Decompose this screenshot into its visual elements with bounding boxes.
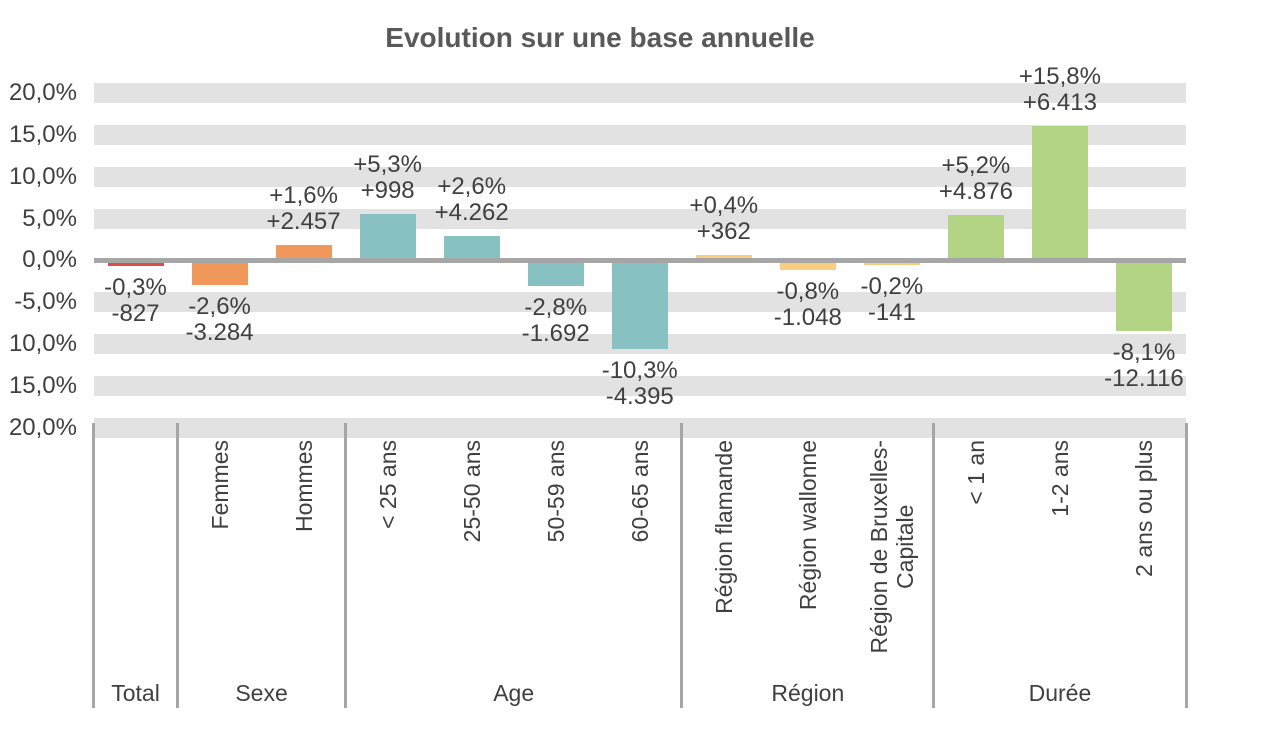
- y-axis-tick-label: 10,0%: [8, 329, 77, 357]
- group-label: Age: [493, 680, 535, 706]
- bar-value-label: -3.284: [185, 318, 254, 346]
- category-label: < 25 ans: [374, 440, 401, 529]
- bar-percent-label: +5,2%: [941, 151, 1011, 179]
- gridline-band: [93, 166, 1186, 187]
- category-label: Région wallonne: [794, 440, 821, 611]
- y-axis-tick-label: 10,0%: [8, 162, 77, 190]
- zero-axis-line: [93, 258, 1186, 263]
- bar-data-label: -8,1% -12.116: [1044, 338, 1244, 392]
- bar-data-label: +5,3% +998: [288, 150, 488, 204]
- bar: [107, 263, 164, 266]
- group-label: Durée: [1028, 680, 1092, 706]
- bar-data-label: +5,2% +4.876: [876, 151, 1076, 205]
- bar-data-label: -0,8% -1.048: [708, 277, 908, 331]
- category-label: Région de Bruxelles- Capitale: [865, 440, 918, 654]
- bar-value-label: +4.262: [434, 199, 509, 227]
- bar-value-label: +4.876: [938, 177, 1013, 205]
- bar-value-label: +6.413: [1022, 88, 1097, 116]
- group-separator-line: [1184, 423, 1188, 708]
- y-axis-tick-label: 20,0%: [8, 413, 77, 441]
- gridline-band: [93, 124, 1186, 145]
- bar-data-label: -2,6% -3.284: [120, 292, 320, 346]
- group-label: Total: [111, 680, 160, 706]
- group-separator-line: [344, 423, 348, 708]
- category-label: < 1 an: [962, 440, 989, 505]
- bar-data-label: -10,3% -4.395: [540, 358, 740, 410]
- bar-data-label: -0,2% -141: [792, 272, 992, 326]
- bar: [611, 263, 668, 350]
- category-label: 60-65 ans: [626, 440, 653, 543]
- category-label: Femmes: [206, 440, 233, 530]
- bar: [1031, 125, 1088, 258]
- bar: [695, 254, 752, 258]
- gridline-band: [93, 83, 1186, 104]
- bar-value-label: +362: [696, 217, 751, 245]
- bar-value-label: +2.457: [266, 207, 341, 235]
- bar-data-label: +0,4% +362: [624, 191, 824, 245]
- bar-percent-label: -0,8%: [776, 277, 840, 305]
- bar-percent-label: -2,6%: [188, 292, 251, 320]
- group-separator-line: [92, 423, 95, 708]
- bar-value-label: -827: [111, 299, 160, 327]
- y-axis-tick-label: 5,0%: [22, 204, 77, 232]
- bar-percent-label: +5,3%: [353, 150, 422, 178]
- bar-percent-label: +2,6%: [437, 173, 507, 201]
- bar-value-label: -141: [867, 298, 916, 326]
- y-axis-tick-label: 15,0%: [8, 120, 77, 148]
- bar-percent-label: -2,8%: [524, 294, 588, 322]
- category-label: Région flamande: [710, 440, 737, 614]
- bar-value-label: -1.692: [521, 320, 590, 348]
- bar: [1115, 263, 1172, 331]
- bar-data-label: +2,6% +4.262: [372, 174, 572, 226]
- bar-value-label: -12.116: [1104, 364, 1184, 392]
- bar: [191, 263, 248, 285]
- group-label: Sexe: [235, 680, 288, 706]
- bar-percent-label: -0,3%: [104, 273, 167, 301]
- bar: [527, 263, 584, 287]
- group-separator-line: [176, 423, 180, 708]
- bar-percent-label: +1,6%: [269, 181, 338, 209]
- bar-percent-label: -0,2%: [860, 272, 924, 300]
- bar-value-label: +998: [360, 176, 415, 204]
- category-label: 1-2 ans: [1046, 440, 1073, 517]
- y-axis-tick-label: 20,0%: [8, 79, 77, 107]
- bar-data-label: -0,3% -827: [36, 273, 236, 327]
- bar-data-label: +1,6% +2.457: [204, 181, 404, 235]
- bar-percent-label: +0,4%: [689, 191, 759, 219]
- bar: [947, 214, 1004, 258]
- bar-value-label: -1.048: [773, 303, 842, 331]
- gridline-band: [93, 375, 1186, 396]
- bar: [863, 263, 920, 265]
- bar: [779, 263, 836, 270]
- bar-percent-label: -10,3%: [601, 357, 678, 385]
- bar-percent-label: -8,1%: [1112, 338, 1176, 366]
- bar: [275, 244, 332, 258]
- bar-data-label: -2,8% -1.692: [456, 295, 656, 347]
- group-separator-line: [932, 423, 936, 708]
- category-label: Hommes: [290, 440, 317, 533]
- bar-percent-label: +15,8%: [1018, 62, 1101, 90]
- group-separator-line: [680, 423, 684, 708]
- chart-title: Evolution sur une base annuelle: [385, 22, 815, 53]
- y-axis-tick-label: -5,0%: [14, 288, 77, 316]
- bar: [443, 236, 500, 258]
- bar-value-label: -4.395: [605, 383, 674, 411]
- category-label: 50-59 ans: [542, 440, 569, 543]
- group-label: Région: [771, 680, 845, 706]
- gridline-band: [93, 417, 1186, 438]
- y-axis-tick-label: 15,0%: [8, 371, 77, 399]
- bar: [359, 213, 416, 258]
- category-label: 2 ans ou plus: [1130, 440, 1157, 577]
- y-axis-tick-label: 0,0%: [22, 246, 77, 274]
- bar-data-label: +15,8% +6.413: [960, 62, 1160, 116]
- category-label: 25-50 ans: [458, 440, 485, 543]
